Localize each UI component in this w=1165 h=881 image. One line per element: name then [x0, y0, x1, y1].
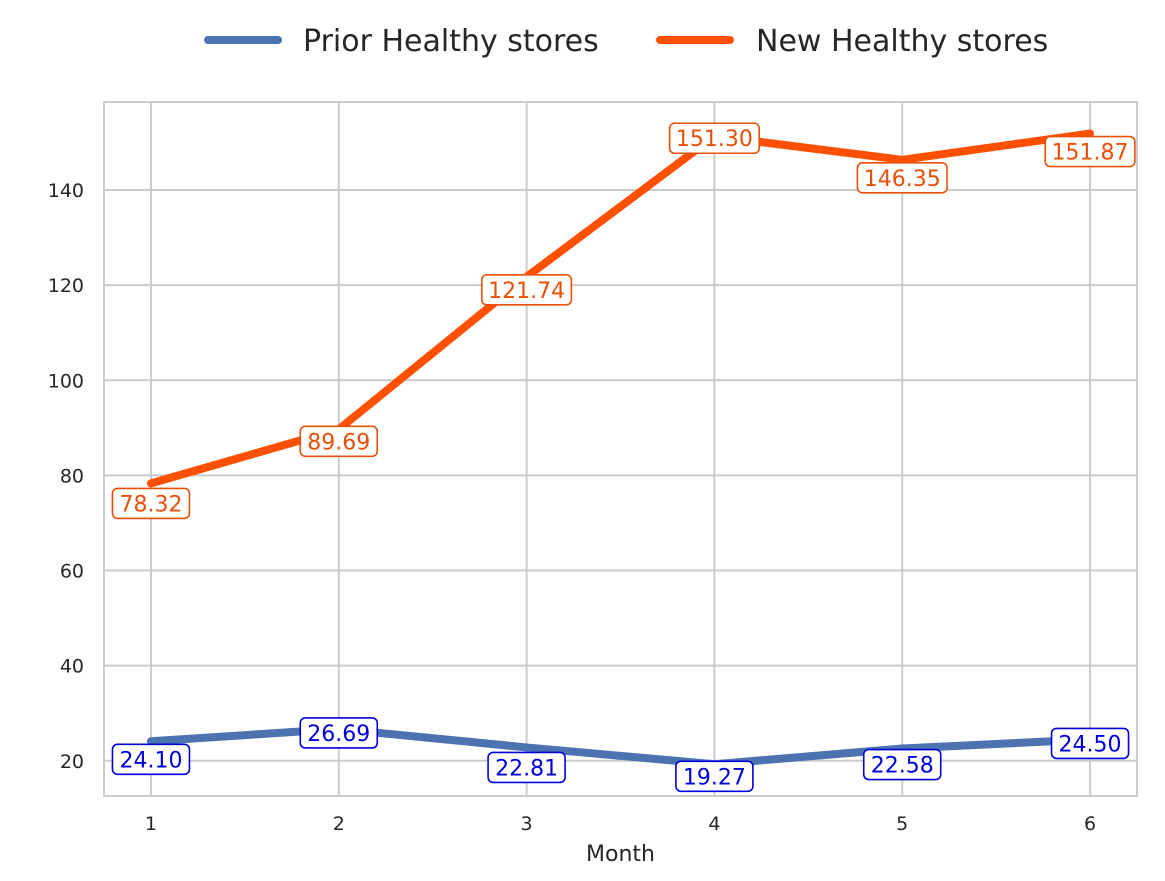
- data-label: 78.32: [111, 487, 191, 520]
- data-label-text: 146.35: [864, 167, 941, 192]
- y-axis-ticks: 20 40 60 80 100 120 140: [48, 180, 84, 773]
- y-tick-label: 20: [60, 751, 84, 773]
- x-tick-label: 5: [896, 813, 908, 835]
- gridlines: [104, 102, 1137, 796]
- data-label: 146.35: [856, 161, 948, 194]
- y-tick-label: 140: [48, 180, 84, 202]
- data-label-text: 19.27: [683, 765, 746, 790]
- data-label-text: 24.10: [119, 748, 182, 773]
- data-label-box: [856, 161, 948, 194]
- legend-label: Prior Healthy stores: [303, 24, 599, 59]
- data-label-text: 26.69: [307, 722, 370, 747]
- x-tick-label: 2: [333, 813, 345, 835]
- data-label-text: 89.69: [307, 430, 370, 455]
- legend-label: New Healthy stores: [756, 24, 1048, 59]
- data-label-text: 78.32: [119, 492, 182, 517]
- y-tick-label: 60: [60, 561, 84, 583]
- data-label-text: 22.58: [871, 754, 934, 779]
- plot-area: 24.10 26.69 22.81 19.27 22.58 24.50 78.32 89.69…: [103, 101, 1138, 797]
- x-axis-ticks: 1 2 3 4 5 6: [145, 813, 1096, 835]
- data-label-text: 121.74: [488, 279, 565, 304]
- plot-frame: [103, 101, 1138, 797]
- x-tick-label: 6: [1084, 813, 1096, 835]
- data-label-text: 22.81: [495, 756, 558, 781]
- data-label-box: [1044, 135, 1136, 168]
- data-label-box: [675, 760, 754, 793]
- y-tick-label: 120: [48, 275, 84, 297]
- data-label-text: 151.30: [676, 127, 753, 152]
- data-label: 22.81: [487, 751, 566, 784]
- data-label: 151.87: [1044, 135, 1136, 168]
- data-label: 19.27: [675, 760, 754, 793]
- data-label-box: [299, 425, 379, 458]
- legend: Prior Healthy stores New Healthy stores: [204, 24, 1048, 59]
- data-label-text: 24.50: [1059, 732, 1122, 757]
- data-label: 24.10: [111, 743, 191, 776]
- x-tick-label: 4: [708, 813, 720, 835]
- y-tick-label: 100: [48, 370, 84, 392]
- x-axis-label: Month: [586, 842, 655, 867]
- data-labels: 24.10 26.69 22.81 19.27 22.58 24.50 78.32 89.69…: [111, 122, 1136, 793]
- data-label-box: [1050, 727, 1130, 760]
- data-label: 151.30: [668, 122, 761, 155]
- y-tick-label: 40: [60, 656, 84, 678]
- data-label: 26.69: [299, 717, 379, 749]
- data-label: 89.69: [299, 425, 379, 458]
- data-label: 22.58: [862, 748, 942, 781]
- data-label-box: [487, 751, 566, 784]
- legend-item: Prior Healthy stores: [204, 24, 599, 59]
- data-label-box: [299, 717, 379, 749]
- x-tick-label: 1: [145, 813, 157, 835]
- data-label-box: [668, 122, 761, 155]
- data-label: 121.74: [480, 274, 573, 306]
- y-tick-label: 80: [60, 465, 84, 487]
- data-label-text: 151.87: [1052, 141, 1129, 166]
- data-label-box: [111, 743, 191, 776]
- data-label: 24.50: [1050, 727, 1130, 760]
- data-label-box: [111, 487, 191, 520]
- x-tick-label: 3: [521, 813, 533, 835]
- legend-item: New Healthy stores: [656, 24, 1048, 59]
- data-label-box: [862, 748, 942, 781]
- data-label-box: [480, 274, 573, 306]
